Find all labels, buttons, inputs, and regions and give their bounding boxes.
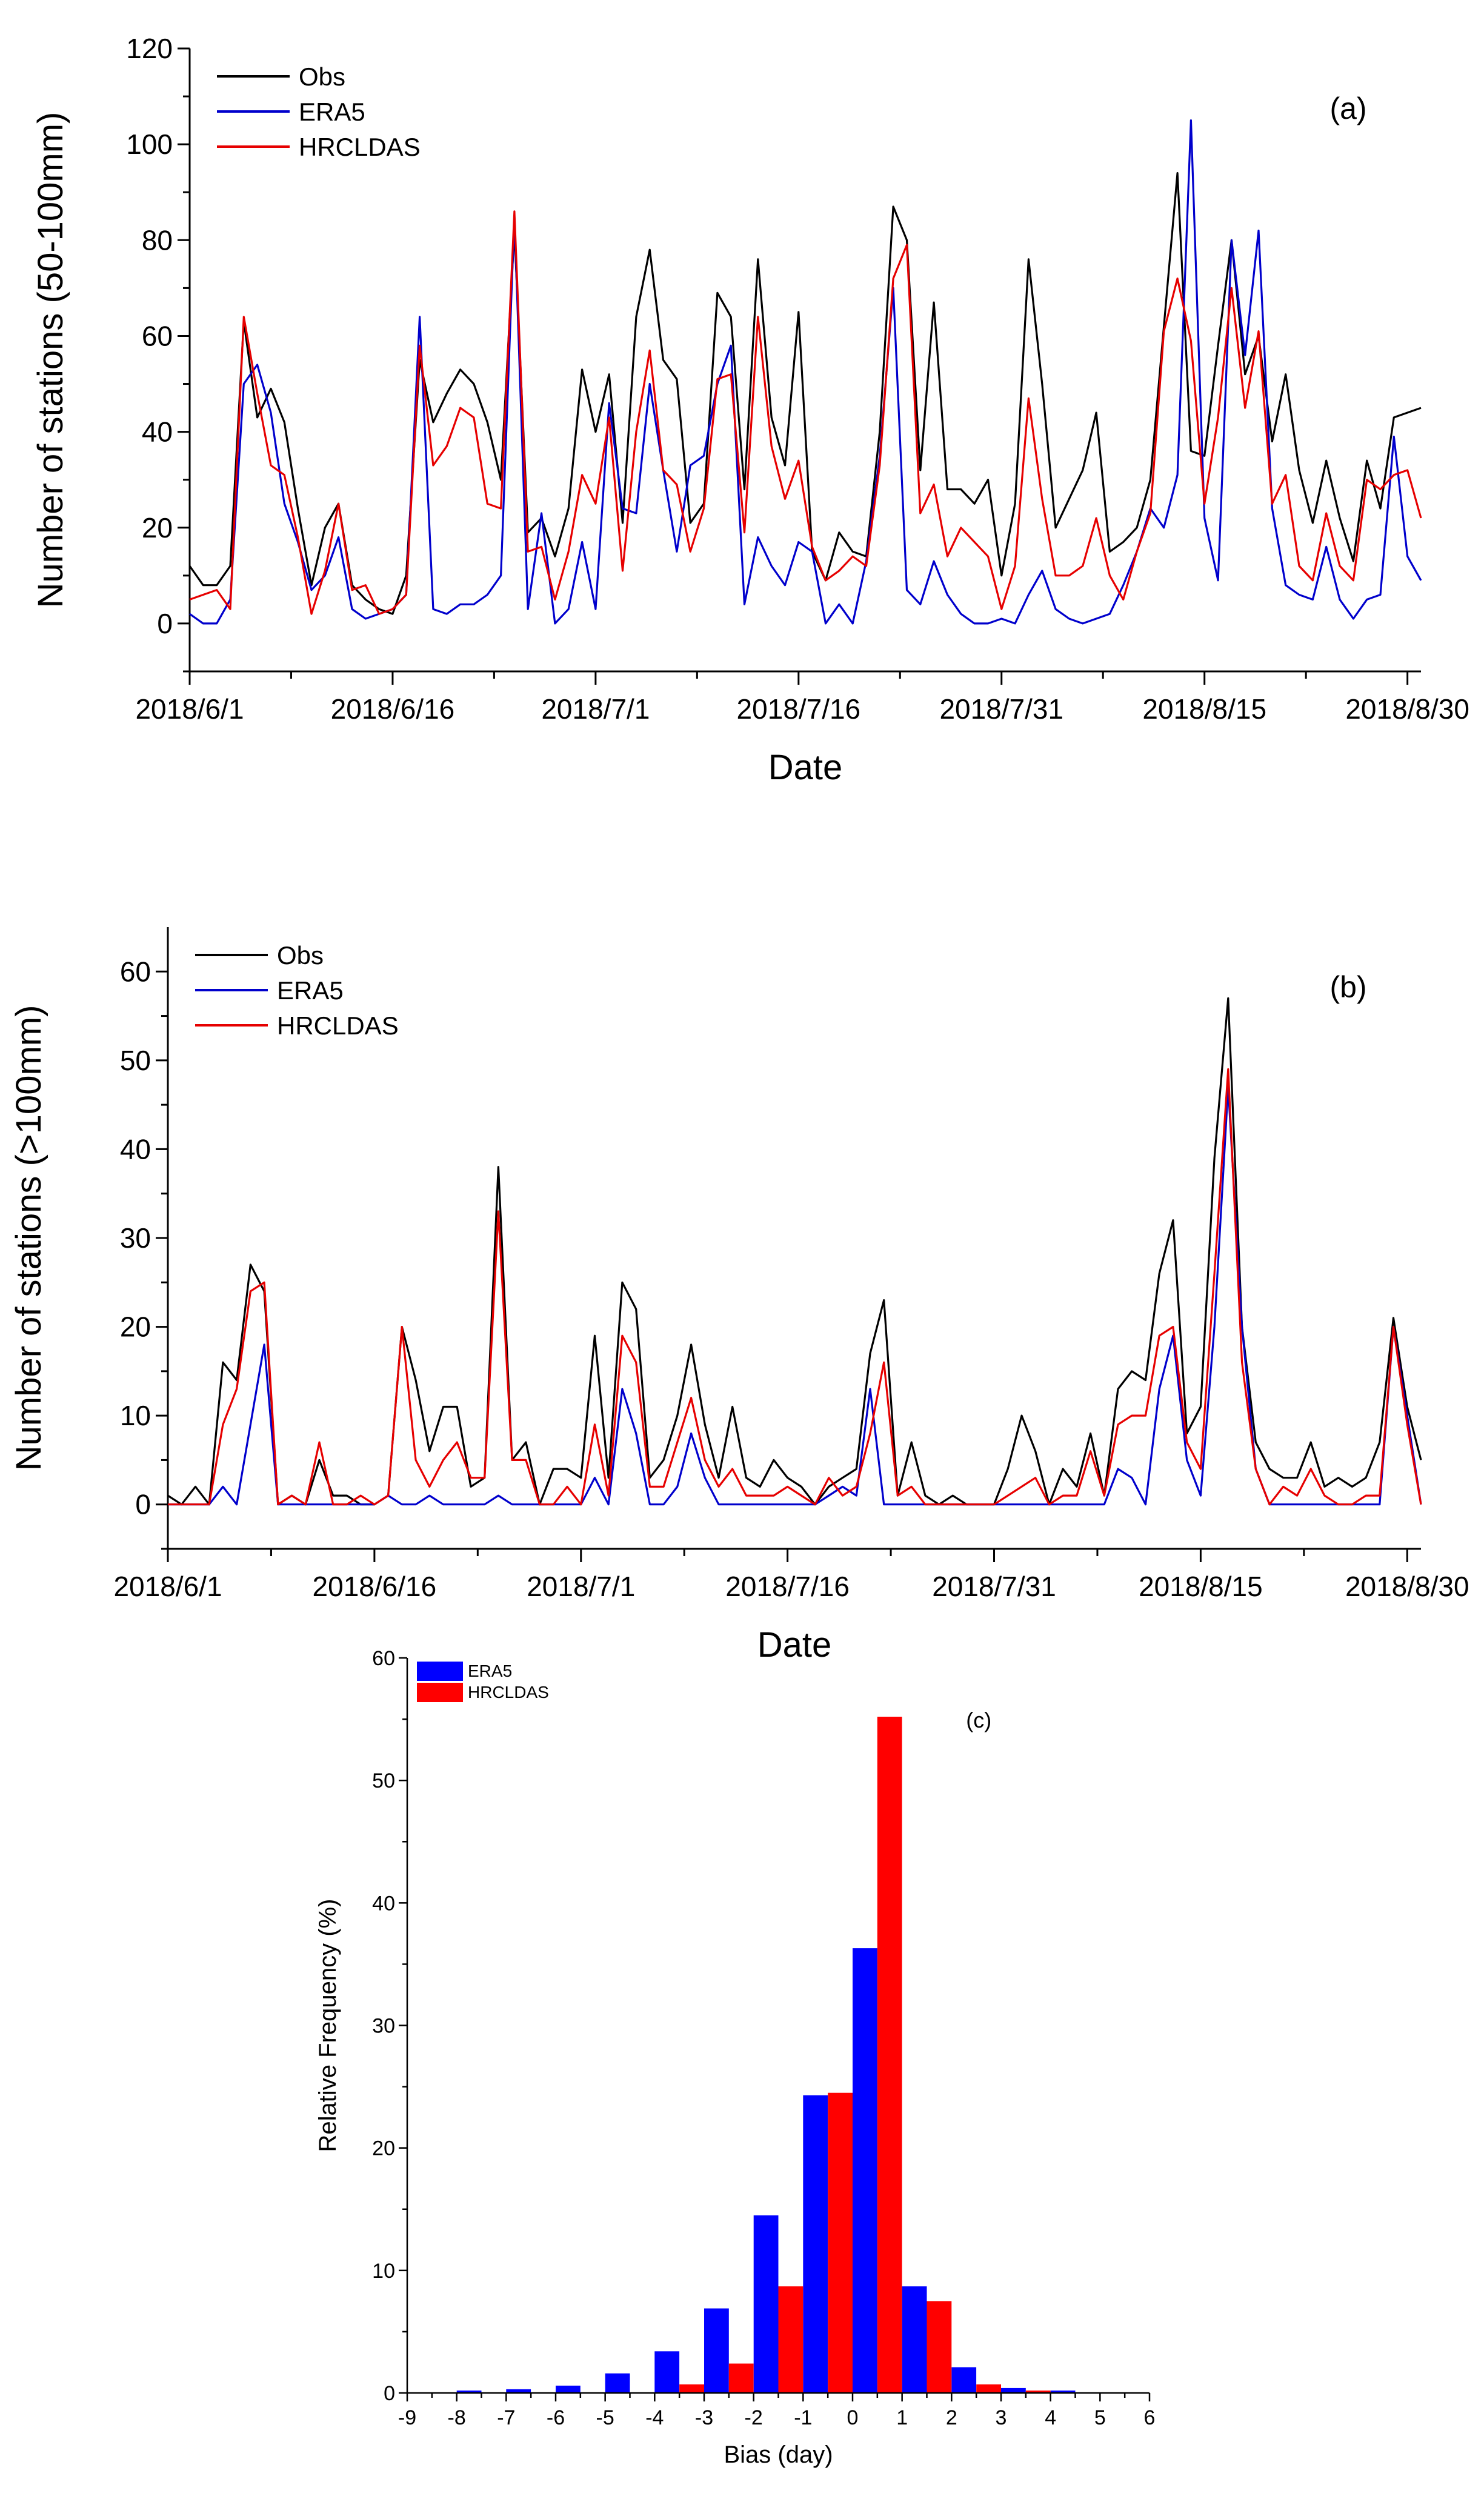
bar-era5 bbox=[654, 2351, 680, 2393]
x-tick-label: -8 bbox=[448, 2406, 466, 2429]
series-line-hrcldas bbox=[189, 210, 1422, 615]
bar-hrcldas bbox=[728, 2363, 754, 2393]
x-tick-label: -7 bbox=[497, 2406, 515, 2429]
y-tick-label: 10 bbox=[372, 2260, 395, 2283]
bar-hrcldas bbox=[976, 2384, 1001, 2393]
legend-label: ERA5 bbox=[277, 976, 344, 1005]
y-tick-label: 80 bbox=[142, 224, 173, 256]
legend-swatch-hrcldas bbox=[417, 1683, 463, 1702]
y-tick-label: 0 bbox=[157, 608, 173, 639]
bar-era5 bbox=[853, 1948, 877, 2393]
x-tick-label: 2018/7/31 bbox=[939, 693, 1063, 725]
x-tick-label: 1 bbox=[896, 2406, 908, 2429]
legend-label: ERA5 bbox=[468, 1662, 512, 1680]
x-axis-title: Date bbox=[757, 1625, 832, 1665]
panel-label: (a) bbox=[1329, 92, 1366, 125]
bar-era5 bbox=[506, 2389, 531, 2393]
bar-hrcldas bbox=[877, 1717, 902, 2393]
x-tick-label: 5 bbox=[1094, 2406, 1106, 2429]
x-tick-label: 2018/7/1 bbox=[541, 693, 650, 725]
panel-label: (b) bbox=[1329, 970, 1366, 1004]
bar-era5 bbox=[605, 2373, 630, 2393]
panel-c-chart: 0 10 20 30 40 50 60 -9 -8 -7 -6 -5 -4 -3 -2 -1 0 1 2 3 4 5 6 Bi… bbox=[314, 1647, 1155, 2468]
y-tick-label: 40 bbox=[372, 1892, 395, 1915]
x-tick-label: 2018/8/15 bbox=[1142, 693, 1266, 725]
y-tick-label: 40 bbox=[120, 1133, 151, 1165]
x-tick-label: 3 bbox=[996, 2406, 1007, 2429]
y-axis-title: Number of stations (>100mm) bbox=[9, 1005, 48, 1471]
legend-label: HRCLDAS bbox=[468, 1683, 549, 1702]
y-tick-label: 10 bbox=[120, 1400, 151, 1431]
bar-era5 bbox=[753, 2215, 779, 2393]
y-tick-label: 30 bbox=[372, 2015, 395, 2038]
y-tick-label: 60 bbox=[142, 320, 173, 351]
x-tick-label: 2 bbox=[946, 2406, 957, 2429]
y-axis-title: Relative Frequency (%) bbox=[314, 1899, 341, 2152]
series-line-hrcldas bbox=[168, 1068, 1422, 1506]
legend-label: HRCLDAS bbox=[299, 133, 421, 161]
x-tick-label: 0 bbox=[847, 2406, 859, 2429]
bar-era5 bbox=[456, 2391, 482, 2393]
bar-era5 bbox=[1050, 2391, 1076, 2393]
y-tick-label: 60 bbox=[372, 1647, 395, 1670]
x-axis-title: Bias (day) bbox=[724, 2441, 833, 2468]
x-tick-label: -4 bbox=[645, 2406, 664, 2429]
legend-label: HRCLDAS bbox=[277, 1011, 399, 1040]
x-axis-title: Date bbox=[768, 748, 843, 787]
x-tick-label: 2018/6/1 bbox=[113, 1571, 222, 1602]
x-tick-label: 4 bbox=[1045, 2406, 1056, 2429]
y-tick-label: 120 bbox=[126, 33, 173, 64]
x-tick-label: -3 bbox=[695, 2406, 713, 2429]
bar-hrcldas bbox=[828, 2092, 853, 2393]
y-tick-label: 40 bbox=[142, 416, 173, 448]
y-tick-label: 50 bbox=[372, 1769, 395, 1792]
x-tick-label: 2018/8/30 bbox=[1345, 693, 1469, 725]
x-tick-label: 2018/7/31 bbox=[932, 1571, 1056, 1602]
x-tick-label: 6 bbox=[1144, 2406, 1156, 2429]
y-tick-label: 0 bbox=[384, 2382, 395, 2405]
x-tick-label: 2018/7/16 bbox=[737, 693, 861, 725]
x-tick-label: -2 bbox=[745, 2406, 763, 2429]
panel-a-chart: 0 20 40 60 80 100 120 2018/6/1 2018/6/16 2018/7/1… bbox=[31, 33, 1469, 787]
legend-label: ERA5 bbox=[299, 98, 365, 126]
y-tick-label: 0 bbox=[135, 1489, 151, 1520]
y-tick-label: 30 bbox=[120, 1222, 151, 1254]
bar-era5 bbox=[951, 2367, 977, 2393]
bar-hrcldas bbox=[778, 2286, 804, 2393]
panel-label: (c) bbox=[966, 1708, 991, 1732]
y-tick-label: 20 bbox=[120, 1311, 151, 1343]
bar-era5 bbox=[704, 2308, 729, 2393]
bar-hrcldas bbox=[1025, 2391, 1051, 2393]
x-tick-label: -6 bbox=[547, 2406, 565, 2429]
bar-hrcldas bbox=[927, 2301, 952, 2393]
y-tick-label: 60 bbox=[120, 956, 151, 987]
x-tick-label: 2018/6/16 bbox=[313, 1571, 437, 1602]
panel-b-chart: 0 10 20 30 40 50 60 2018/6/1 2018/6/16 2018/7/1 20… bbox=[9, 927, 1469, 1665]
legend-label: Obs bbox=[299, 62, 345, 91]
x-tick-label: 2018/8/15 bbox=[1139, 1571, 1263, 1602]
y-tick-label: 50 bbox=[120, 1045, 151, 1076]
x-tick-label: -1 bbox=[794, 2406, 812, 2429]
x-tick-label: 2018/6/1 bbox=[135, 693, 244, 725]
x-tick-label: 2018/6/16 bbox=[331, 693, 455, 725]
bar-era5 bbox=[902, 2286, 927, 2393]
y-axis-title: Number of stations (50-100mm) bbox=[31, 112, 70, 608]
y-tick-label: 20 bbox=[372, 2137, 395, 2160]
x-tick-label: 2018/7/1 bbox=[527, 1571, 635, 1602]
x-tick-label: -5 bbox=[596, 2406, 614, 2429]
x-tick-label: 2018/8/30 bbox=[1345, 1571, 1469, 1602]
x-tick-label: 2018/7/16 bbox=[725, 1571, 850, 1602]
x-tick-label: -9 bbox=[398, 2406, 416, 2429]
bar-hrcldas bbox=[679, 2384, 704, 2393]
bar-era5 bbox=[1001, 2388, 1026, 2393]
y-tick-label: 100 bbox=[126, 128, 173, 160]
bar-era5 bbox=[556, 2385, 581, 2393]
bar-era5 bbox=[803, 2095, 828, 2393]
legend-label: Obs bbox=[277, 941, 324, 970]
legend-swatch-era5 bbox=[417, 1662, 463, 1681]
y-tick-label: 20 bbox=[142, 512, 173, 544]
